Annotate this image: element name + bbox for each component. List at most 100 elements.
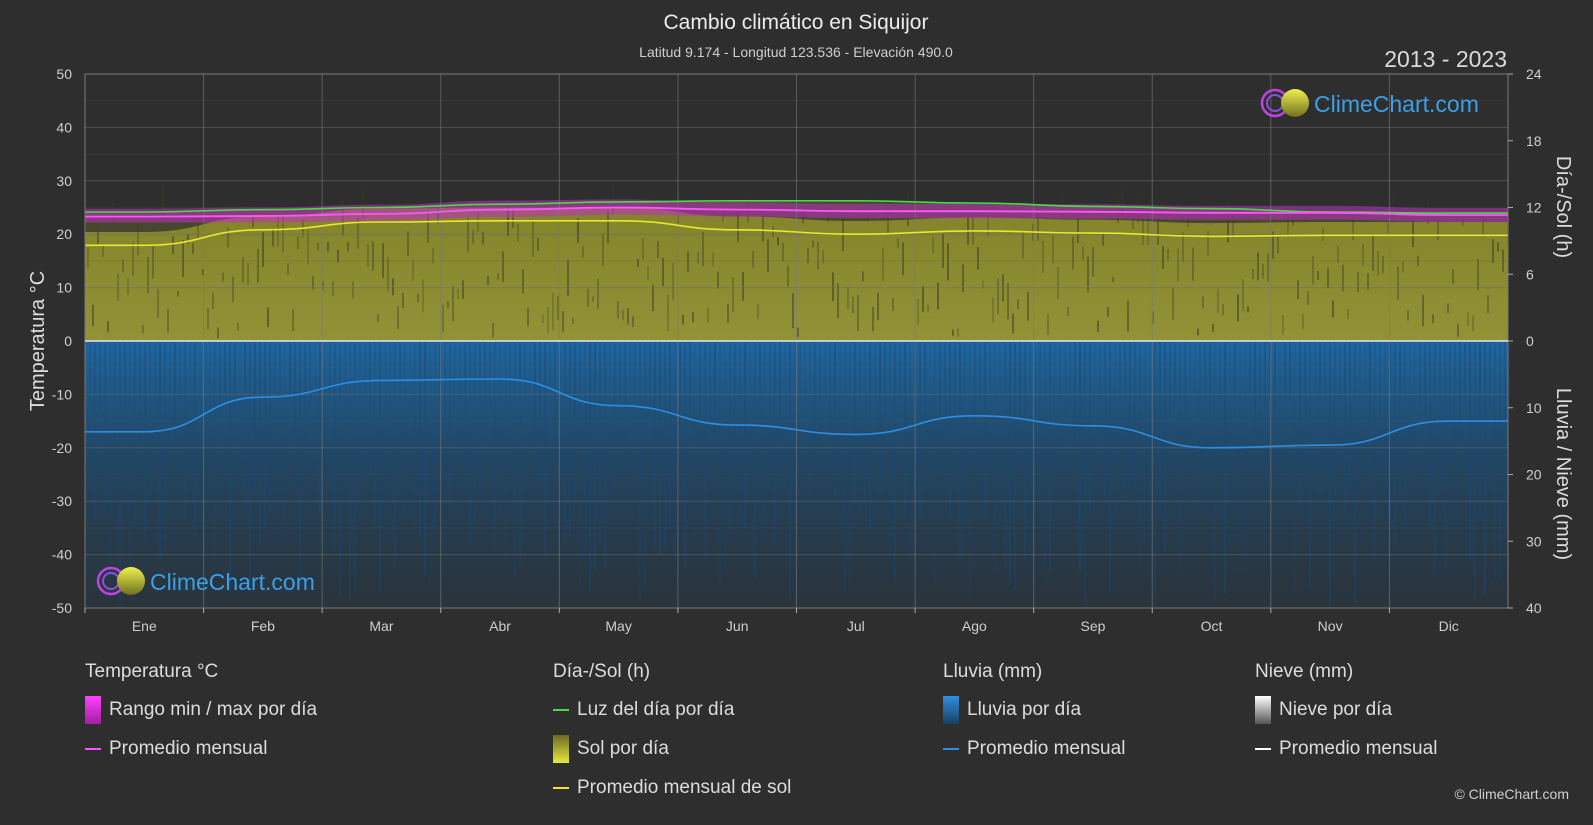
- rain-day-stripe: [784, 341, 786, 490]
- sun-day-stripe: [1377, 251, 1379, 276]
- rain-day-stripe: [269, 341, 271, 513]
- left-tick-label: 50: [56, 66, 72, 82]
- legend-snow: Nieve (mm) Nieve por día Promedio mensua…: [1255, 660, 1437, 776]
- sun-day-stripe: [1162, 246, 1164, 269]
- left-tick-label: 20: [56, 226, 72, 242]
- sun-day-stripe: [707, 307, 709, 323]
- sun-day-stripe: [387, 257, 389, 292]
- sun-day-stripe: [1482, 214, 1484, 236]
- rain-day-stripe: [1044, 341, 1046, 586]
- sun-day-stripe: [1222, 304, 1224, 316]
- sun-day-stripe: [382, 243, 384, 279]
- rain-day-stripe: [1094, 341, 1096, 411]
- rain-day-stripe: [879, 341, 881, 500]
- rain-day-stripe: [1464, 341, 1466, 401]
- sun-day-stripe: [127, 278, 129, 295]
- sun-day-stripe: [1282, 314, 1284, 335]
- rain-day-stripe: [909, 341, 911, 559]
- sun-day-stripe: [1027, 292, 1029, 321]
- sun-day-stripe: [717, 271, 719, 289]
- month-label: Abr: [489, 618, 511, 634]
- sun-day-stripe: [607, 211, 609, 244]
- rain-day-stripe: [1019, 341, 1021, 451]
- right-axis-sun-ticks: 24 18 12 6 0: [1508, 66, 1542, 349]
- rain-per-day-swatch: [943, 696, 959, 724]
- sun-day-stripe: [222, 272, 224, 282]
- sun-day-stripe: [1452, 269, 1454, 284]
- sun-day-stripe: [417, 294, 419, 303]
- rain-day-stripe: [289, 341, 291, 400]
- month-label: Mar: [369, 618, 393, 634]
- sun-day-stripe: [1272, 231, 1274, 259]
- month-label: Sep: [1080, 618, 1105, 634]
- rain-day-stripe: [149, 341, 151, 501]
- sun-day-stripe: [1312, 255, 1314, 285]
- rain-day-stripe: [609, 341, 611, 522]
- sun-day-stripe: [702, 231, 704, 266]
- rain-day-stripe: [824, 341, 826, 401]
- legend-item-temp-range: Rango min / max por día: [85, 696, 317, 724]
- rain-day-stripe: [644, 341, 646, 589]
- legend-item-daylight: Luz del día por día: [553, 698, 791, 722]
- rain-day-stripe: [1479, 341, 1481, 518]
- rain-avg-swatch: [943, 748, 959, 750]
- legend-item-rain-per-day: Lluvia por día: [943, 696, 1125, 724]
- rain-day-stripe: [739, 341, 741, 543]
- rain-day-stripe: [1364, 341, 1366, 475]
- rain-day-stripe: [1334, 341, 1336, 500]
- rain-day-stripe: [694, 341, 696, 538]
- rain-day-stripe: [1229, 341, 1231, 543]
- rain-day-stripe: [1499, 341, 1501, 581]
- rain-day-stripe: [1224, 341, 1226, 595]
- month-label: Feb: [251, 618, 275, 634]
- rain-day-stripe: [419, 341, 421, 538]
- sun-day-stripe: [917, 299, 919, 326]
- sun-day-stripe: [182, 239, 184, 277]
- right-axis-rain-title: Lluvia / Nieve (mm): [1552, 388, 1574, 560]
- sun-day-stripe: [1212, 323, 1214, 332]
- rain-day-stripe: [564, 341, 566, 546]
- rain-day-stripe: [684, 341, 686, 568]
- rain-day-stripe: [1269, 341, 1271, 399]
- sun-day-stripe: [617, 301, 619, 319]
- rain-day-stripe: [1494, 341, 1496, 582]
- sun-day-stripe: [442, 304, 444, 333]
- sun-day-stripe: [412, 259, 414, 281]
- rain-day-stripe: [1139, 341, 1141, 566]
- rain-day-stripe: [1104, 341, 1106, 502]
- sun-day-stripe: [592, 296, 594, 302]
- sun-day-stripe: [1277, 235, 1279, 254]
- legend-temperature: Temperatura °C Rango min / max por día P…: [85, 660, 317, 776]
- rain-day-stripe: [139, 341, 141, 443]
- rain-day-stripe: [484, 341, 486, 438]
- sun-day-stripe: [1072, 236, 1074, 270]
- rain-day-stripe: [874, 341, 876, 424]
- rain-day-stripe: [1249, 341, 1251, 395]
- rain-day-stripe: [294, 341, 296, 434]
- rain-day-stripe: [444, 341, 446, 421]
- month-label: Ene: [132, 618, 157, 634]
- rain-day-stripe: [144, 341, 146, 540]
- rain-day-stripe: [1509, 341, 1511, 395]
- sun-day-stripe: [1407, 309, 1409, 321]
- rain-day-stripe: [1089, 341, 1091, 515]
- legend-item-sun-avg: Promedio mensual de sol: [553, 776, 791, 800]
- copyright: © ClimeChart.com: [1454, 786, 1569, 802]
- rain-day-stripe: [699, 341, 701, 461]
- rain-day-stripe: [1129, 341, 1131, 483]
- rain-day-stripe: [1339, 341, 1341, 469]
- sun-day-stripe: [692, 311, 694, 323]
- rain-day-stripe: [1344, 341, 1346, 514]
- rain-day-stripe: [924, 341, 926, 445]
- sun-day-stripe: [1232, 217, 1234, 238]
- logo-inner-ring-icon: [1266, 94, 1284, 112]
- sun-day-stripe: [1052, 235, 1054, 264]
- sun-day-stripe: [162, 184, 164, 221]
- sun-day-stripe: [1092, 246, 1094, 277]
- sun-day-stripe: [612, 183, 614, 215]
- rain-day-stripe: [1329, 341, 1331, 606]
- rain-day-stripe: [689, 341, 691, 415]
- left-tick-label: -20: [52, 440, 72, 456]
- rain-day-stripe: [629, 341, 631, 433]
- left-axis-title: Temperatura °C: [27, 271, 49, 411]
